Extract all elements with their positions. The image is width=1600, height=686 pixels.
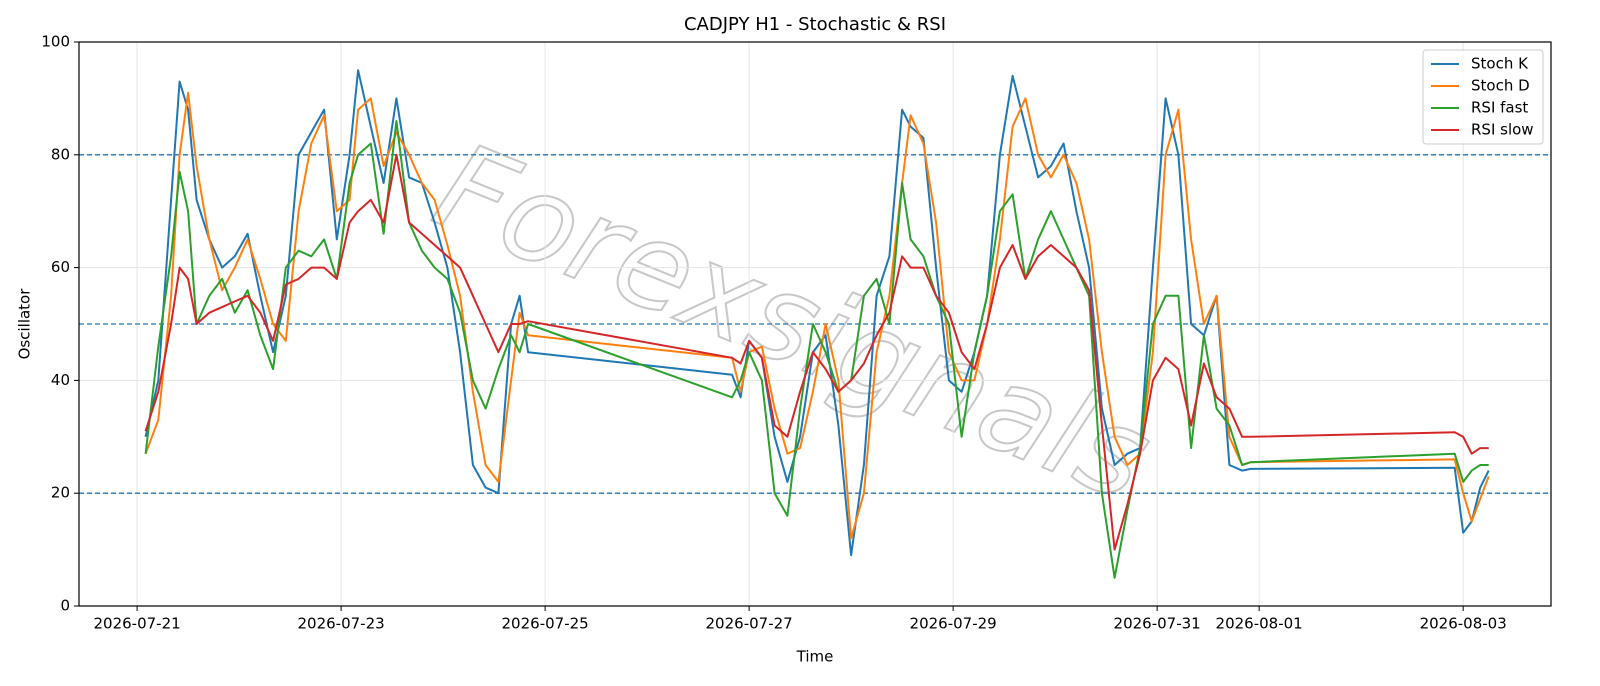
y-tick-label: 60: [51, 258, 70, 276]
legend-label: Stoch D: [1471, 77, 1530, 95]
y-tick-label: 40: [51, 371, 70, 389]
y-tick-label: 0: [60, 597, 70, 615]
x-tick-label: 2026-07-21: [93, 615, 180, 633]
series-line: [144, 91, 1490, 540]
x-axis-label: Time: [796, 648, 834, 666]
y-tick-label: 20: [51, 484, 70, 502]
series-line: [144, 120, 1489, 579]
y-tick-label: 100: [41, 33, 70, 51]
x-tick-label: 2026-07-27: [706, 615, 793, 633]
x-tick-label: 2026-07-31: [1114, 615, 1201, 633]
legend-label: RSI slow: [1471, 121, 1534, 139]
series-line: [144, 153, 1489, 551]
plot-frame: [78, 41, 1552, 607]
x-tick-label: 2026-07-23: [298, 615, 385, 633]
legend-label: Stoch K: [1471, 55, 1529, 73]
x-tick-label: 2026-07-25: [502, 615, 589, 633]
legend-box: [1422, 49, 1544, 145]
y-tick-label: 80: [51, 145, 70, 163]
legend: Stoch K Stoch D RSI fast RSI slow: [1422, 49, 1544, 145]
y-axis-label: Oscillator: [16, 288, 34, 360]
x-tick-label: 2026-08-03: [1420, 615, 1507, 633]
chart-title: CADJPY H1 - Stochastic & RSI: [684, 14, 946, 35]
legend-label: RSI fast: [1471, 99, 1528, 117]
x-tick-label: 2026-08-01: [1216, 615, 1303, 633]
x-tick-label: 2026-07-29: [910, 615, 997, 633]
